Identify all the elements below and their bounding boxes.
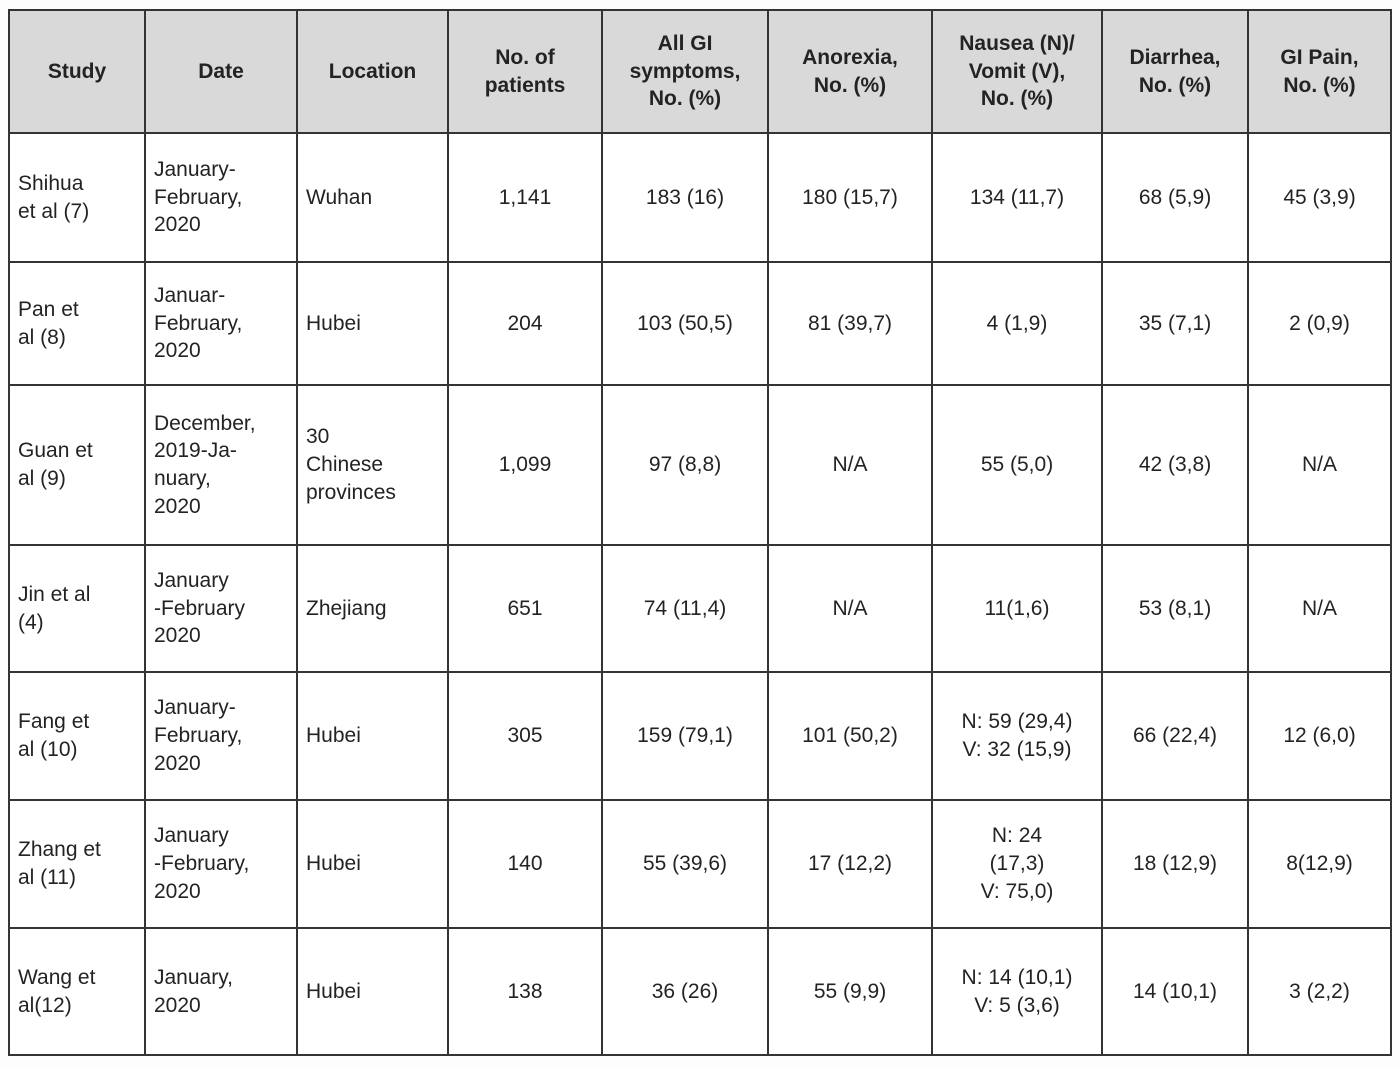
cell-anorexia: N/A bbox=[767, 544, 933, 673]
table-row: Wang et al(12) January, 2020 Hubei 138 36 (2… bbox=[8, 927, 1392, 1056]
cell-patients: 305 bbox=[447, 671, 603, 801]
cell-gi_pain: 45 (3,9) bbox=[1247, 132, 1392, 263]
cell-anorexia: 180 (15,7) bbox=[767, 132, 933, 263]
col-header-anorexia: Anorexia, No. (%) bbox=[767, 9, 933, 134]
cell-gi_pain: 2 (0,9) bbox=[1247, 261, 1392, 386]
col-header-date: Date bbox=[144, 9, 298, 134]
cell-location: Zhejiang bbox=[296, 544, 449, 673]
cell-patients: 138 bbox=[447, 927, 603, 1056]
cell-gi_pain: 12 (6,0) bbox=[1247, 671, 1392, 801]
cell-anorexia: 55 (9,9) bbox=[767, 927, 933, 1056]
cell-location: Hubei bbox=[296, 799, 449, 929]
cell-anorexia: 101 (50,2) bbox=[767, 671, 933, 801]
col-header-diarrhea: Diarrhea, No. (%) bbox=[1101, 9, 1249, 134]
cell-nausea_vomit: 4 (1,9) bbox=[931, 261, 1103, 386]
cell-all_gi_symptoms: 97 (8,8) bbox=[601, 384, 769, 546]
cell-location: 30 Chinese provinces bbox=[296, 384, 449, 546]
cell-all_gi_symptoms: 159 (79,1) bbox=[601, 671, 769, 801]
cell-gi_pain: 3 (2,2) bbox=[1247, 927, 1392, 1056]
cell-patients: 204 bbox=[447, 261, 603, 386]
cell-date: January- February, 2020 bbox=[144, 671, 298, 801]
cell-study: Pan et al (8) bbox=[8, 261, 146, 386]
cell-diarrhea: 14 (10,1) bbox=[1101, 927, 1249, 1056]
cell-date: January, 2020 bbox=[144, 927, 298, 1056]
cell-diarrhea: 66 (22,4) bbox=[1101, 671, 1249, 801]
cell-study: Jin et al (4) bbox=[8, 544, 146, 673]
cell-diarrhea: 42 (3,8) bbox=[1101, 384, 1249, 546]
cell-study: Wang et al(12) bbox=[8, 927, 146, 1056]
cell-date: Januar- February, 2020 bbox=[144, 261, 298, 386]
cell-location: Wuhan bbox=[296, 132, 449, 263]
col-header-patients: No. of patients bbox=[447, 9, 603, 134]
cell-nausea_vomit: N: 14 (10,1) V: 5 (3,6) bbox=[931, 927, 1103, 1056]
cell-diarrhea: 18 (12,9) bbox=[1101, 799, 1249, 929]
table-row: Pan et al (8) Januar- February, 2020 Hubei… bbox=[8, 261, 1392, 386]
cell-gi_pain: N/A bbox=[1247, 544, 1392, 673]
col-header-study: Study bbox=[8, 9, 146, 134]
cell-all_gi_symptoms: 103 (50,5) bbox=[601, 261, 769, 386]
table-row: Fang et al (10) January- February, 2020 Hu… bbox=[8, 671, 1392, 801]
cell-anorexia: 17 (12,2) bbox=[767, 799, 933, 929]
cell-diarrhea: 53 (8,1) bbox=[1101, 544, 1249, 673]
cell-study: Shihua et al (7) bbox=[8, 132, 146, 263]
cell-patients: 140 bbox=[447, 799, 603, 929]
cell-date: January- February, 2020 bbox=[144, 132, 298, 263]
col-header-all_gi_symptoms: All GI symptoms, No. (%) bbox=[601, 9, 769, 134]
col-header-location: Location bbox=[296, 9, 449, 134]
col-header-gi_pain: GI Pain, No. (%) bbox=[1247, 9, 1392, 134]
cell-anorexia: N/A bbox=[767, 384, 933, 546]
gi-symptoms-study-table: Study Date Location No. of patients All GI s… bbox=[8, 9, 1392, 1056]
cell-date: January -February 2020 bbox=[144, 544, 298, 673]
cell-all_gi_symptoms: 36 (26) bbox=[601, 927, 769, 1056]
cell-patients: 651 bbox=[447, 544, 603, 673]
cell-study: Zhang et al (11) bbox=[8, 799, 146, 929]
cell-all_gi_symptoms: 183 (16) bbox=[601, 132, 769, 263]
cell-nausea_vomit: N: 24 (17,3) V: 75,0) bbox=[931, 799, 1103, 929]
cell-gi_pain: 8(12,9) bbox=[1247, 799, 1392, 929]
table-row: Jin et al (4) January -February 2020 Zheji… bbox=[8, 544, 1392, 673]
cell-diarrhea: 35 (7,1) bbox=[1101, 261, 1249, 386]
cell-nausea_vomit: N: 59 (29,4) V: 32 (15,9) bbox=[931, 671, 1103, 801]
cell-nausea_vomit: 55 (5,0) bbox=[931, 384, 1103, 546]
cell-gi_pain: N/A bbox=[1247, 384, 1392, 546]
table-row: Shihua et al (7) January- February, 2020 W… bbox=[8, 132, 1392, 263]
table-row: Guan et al (9) December, 2019-Ja- nuary, … bbox=[8, 384, 1392, 546]
cell-anorexia: 81 (39,7) bbox=[767, 261, 933, 386]
cell-date: December, 2019-Ja- nuary, 2020 bbox=[144, 384, 298, 546]
cell-location: Hubei bbox=[296, 927, 449, 1056]
cell-date: January -February, 2020 bbox=[144, 799, 298, 929]
cell-study: Guan et al (9) bbox=[8, 384, 146, 546]
cell-nausea_vomit: 134 (11,7) bbox=[931, 132, 1103, 263]
cell-location: Hubei bbox=[296, 261, 449, 386]
cell-study: Fang et al (10) bbox=[8, 671, 146, 801]
col-header-nausea_vomit: Nausea (N)/ Vomit (V), No. (%) bbox=[931, 9, 1103, 134]
cell-nausea_vomit: 11(1,6) bbox=[931, 544, 1103, 673]
cell-location: Hubei bbox=[296, 671, 449, 801]
cell-patients: 1,141 bbox=[447, 132, 603, 263]
cell-patients: 1,099 bbox=[447, 384, 603, 546]
cell-all_gi_symptoms: 74 (11,4) bbox=[601, 544, 769, 673]
cell-all_gi_symptoms: 55 (39,6) bbox=[601, 799, 769, 929]
cell-diarrhea: 68 (5,9) bbox=[1101, 132, 1249, 263]
table-header-row: Study Date Location No. of patients All GI s… bbox=[8, 9, 1392, 134]
table-row: Zhang et al (11) January -February, 2020 H… bbox=[8, 799, 1392, 929]
